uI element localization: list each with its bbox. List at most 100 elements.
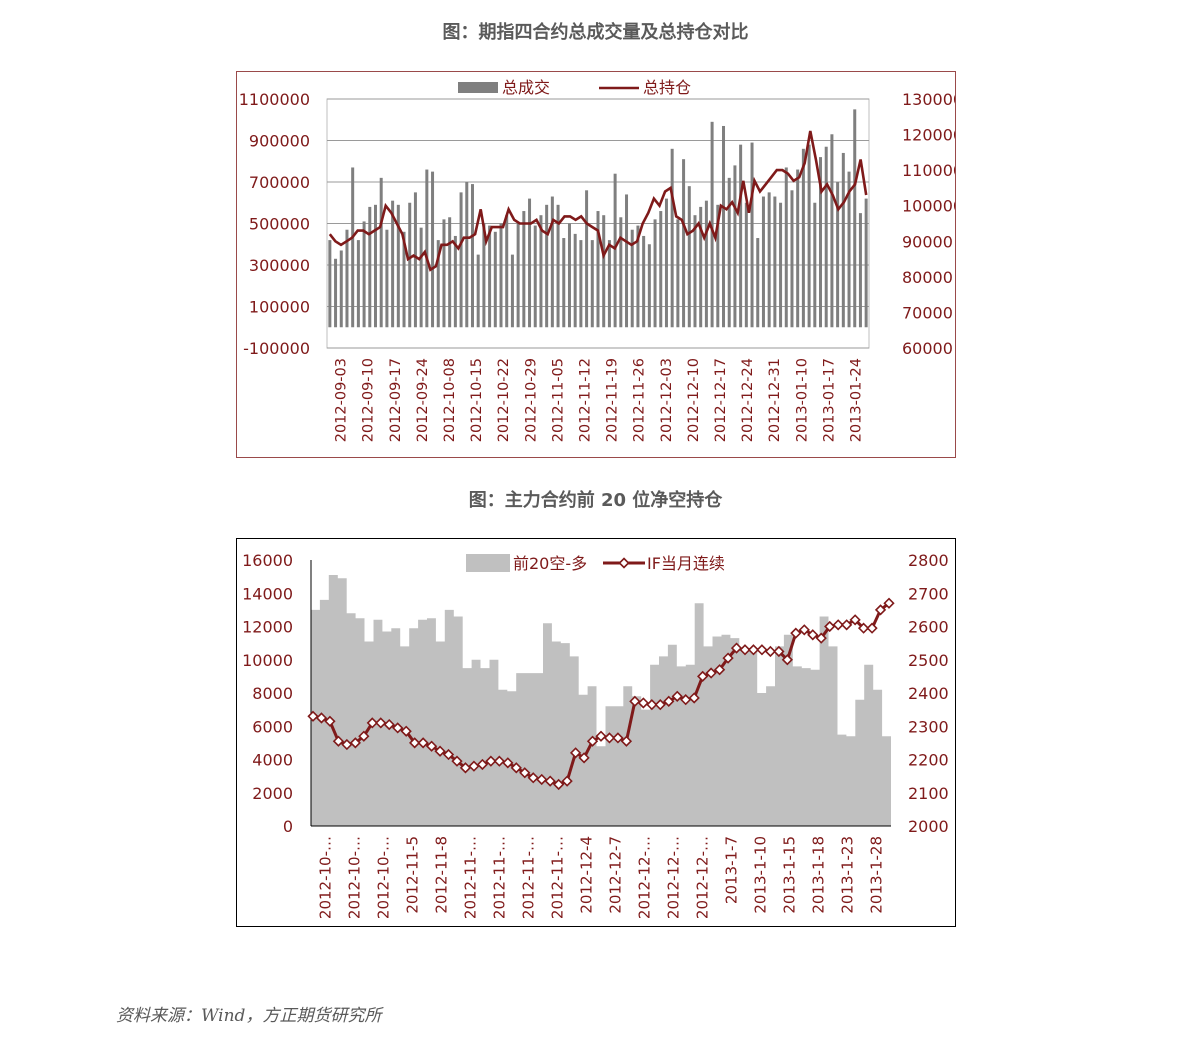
bar-total-volume xyxy=(682,159,686,328)
bar-total-volume xyxy=(733,165,737,328)
bar-total-volume xyxy=(687,186,691,328)
x-tick-label: 2013-1-7 xyxy=(723,836,741,904)
bar-total-volume xyxy=(727,177,731,328)
marker-if-point xyxy=(629,695,641,707)
x-tick-label: 2013-1-28 xyxy=(868,836,886,914)
bar-total-volume xyxy=(528,198,532,328)
marker-if-point xyxy=(476,758,489,771)
y-left-tick-label: 300000 xyxy=(249,256,310,275)
marker-if-point xyxy=(654,699,666,711)
bar-total-volume xyxy=(699,206,703,328)
bar-total-volume xyxy=(453,235,457,328)
chart1-frame: -100000 100000 300000 500000 700000 900000 110… xyxy=(236,71,963,458)
y-right-tick-label: 2100 xyxy=(908,784,949,803)
bar-total-volume xyxy=(784,167,788,328)
bar-total-volume xyxy=(847,171,851,328)
x-tick-label: 2012-11-05 xyxy=(550,358,566,442)
bar-total-volume xyxy=(664,198,668,328)
x-tick-label: 2012-11-12 xyxy=(577,358,593,442)
legend-swatch-bar xyxy=(458,82,498,93)
y-right-tick-label: 2600 xyxy=(908,618,949,637)
bar-total-volume xyxy=(567,223,571,328)
x-tick-label: 2012-10-15 xyxy=(469,358,485,442)
y-right-tick-label: 120000 xyxy=(902,126,955,145)
bar-total-volume xyxy=(488,225,492,328)
bar-total-volume xyxy=(619,217,623,328)
bar-total-volume xyxy=(556,204,560,328)
bar-total-volume xyxy=(465,182,469,328)
marker-if-point xyxy=(502,757,514,769)
y-left-tick-label: 8000 xyxy=(252,684,293,703)
y-right-tick-label: 70000 xyxy=(902,303,953,322)
marker-if-point xyxy=(569,747,582,759)
marker-if-point xyxy=(713,664,726,676)
bar-total-volume xyxy=(722,125,726,328)
y-right-tick-label: 130000 xyxy=(902,90,955,109)
x-tick-label: 2013-1-23 xyxy=(839,836,857,914)
x-tick-label: 2012-12-4 xyxy=(578,836,596,914)
legend-label-net-short: 前20空-多 xyxy=(513,554,587,573)
bar-total-volume xyxy=(510,254,514,328)
marker-if-point xyxy=(375,717,387,729)
y-left-tick-label: 12000 xyxy=(242,618,293,637)
marker-if-point xyxy=(586,735,599,747)
marker-if-point xyxy=(468,760,480,772)
chart2-frame: 0 2000 4000 6000 8000 10000 12000 14000 16000 200… xyxy=(236,538,956,927)
marker-if-point xyxy=(459,762,472,774)
marker-if-point xyxy=(383,718,395,731)
y-right-tick-label: 90000 xyxy=(902,232,953,251)
bar-total-volume xyxy=(505,215,509,328)
marker-if-point xyxy=(663,695,675,707)
bar-total-volume xyxy=(796,169,800,328)
bar-total-volume xyxy=(659,211,663,328)
marker-if-point xyxy=(824,620,836,633)
chart1-title: 图：期指四合约总成交量及总持仓对比 xyxy=(442,22,749,43)
y-right-tick-label: 2500 xyxy=(908,651,949,670)
marker-if-point xyxy=(485,755,497,767)
marker-if-point xyxy=(409,737,421,749)
x-tick-label: 2012-09-24 xyxy=(415,358,431,442)
area-net-short xyxy=(311,575,891,826)
x-tick-label: 2012-12-24 xyxy=(740,358,756,442)
y-right-tick-label: 2000 xyxy=(908,817,949,836)
y-right-tick-label: 2300 xyxy=(908,717,949,736)
bar-total-volume xyxy=(356,240,360,328)
legend-swatch-area xyxy=(466,554,510,572)
marker-if-point xyxy=(442,748,455,761)
marker-if-point xyxy=(866,622,878,634)
bar-total-volume xyxy=(779,202,783,328)
marker-if-point xyxy=(705,667,717,679)
marker-if-point xyxy=(798,624,810,636)
marker-if-point xyxy=(434,745,446,757)
bar-total-volume xyxy=(425,169,429,328)
marker-if-point xyxy=(519,767,531,779)
legend-label-oi: 总持仓 xyxy=(643,78,691,97)
marker-if-point xyxy=(392,722,404,734)
marker-if-point xyxy=(527,772,539,784)
x-tick-label: 2012-11-8 xyxy=(433,836,451,914)
bar-total-volume xyxy=(853,109,857,328)
bar-total-volume xyxy=(602,215,606,328)
marker-if-point xyxy=(857,622,870,634)
marker-if-point xyxy=(358,730,370,742)
bar-total-volume xyxy=(562,238,566,328)
bar-total-volume xyxy=(693,215,697,328)
bar-total-volume xyxy=(516,223,520,328)
x-tick-label: 2012-11-… xyxy=(462,836,480,919)
bar-total-volume xyxy=(630,229,634,328)
x-tick-label: 2012-12-03 xyxy=(659,358,675,442)
marker-if-point xyxy=(595,730,607,742)
bar-total-volume xyxy=(836,182,840,328)
y-left-tick-label: 1100000 xyxy=(239,90,310,109)
marker-if-point xyxy=(544,775,556,787)
x-tick-label: 2012-10-… xyxy=(317,836,335,919)
marker-if-point xyxy=(561,775,573,787)
marker-if-point xyxy=(756,644,768,656)
marker-if-point xyxy=(849,614,861,626)
x-tick-label: 2012-10-29 xyxy=(523,358,539,442)
marker-if-point xyxy=(578,752,590,764)
marker-if-point xyxy=(697,670,709,683)
bar-total-volume xyxy=(801,148,805,328)
bar-total-volume xyxy=(773,196,777,328)
marker-if-point xyxy=(807,629,819,641)
